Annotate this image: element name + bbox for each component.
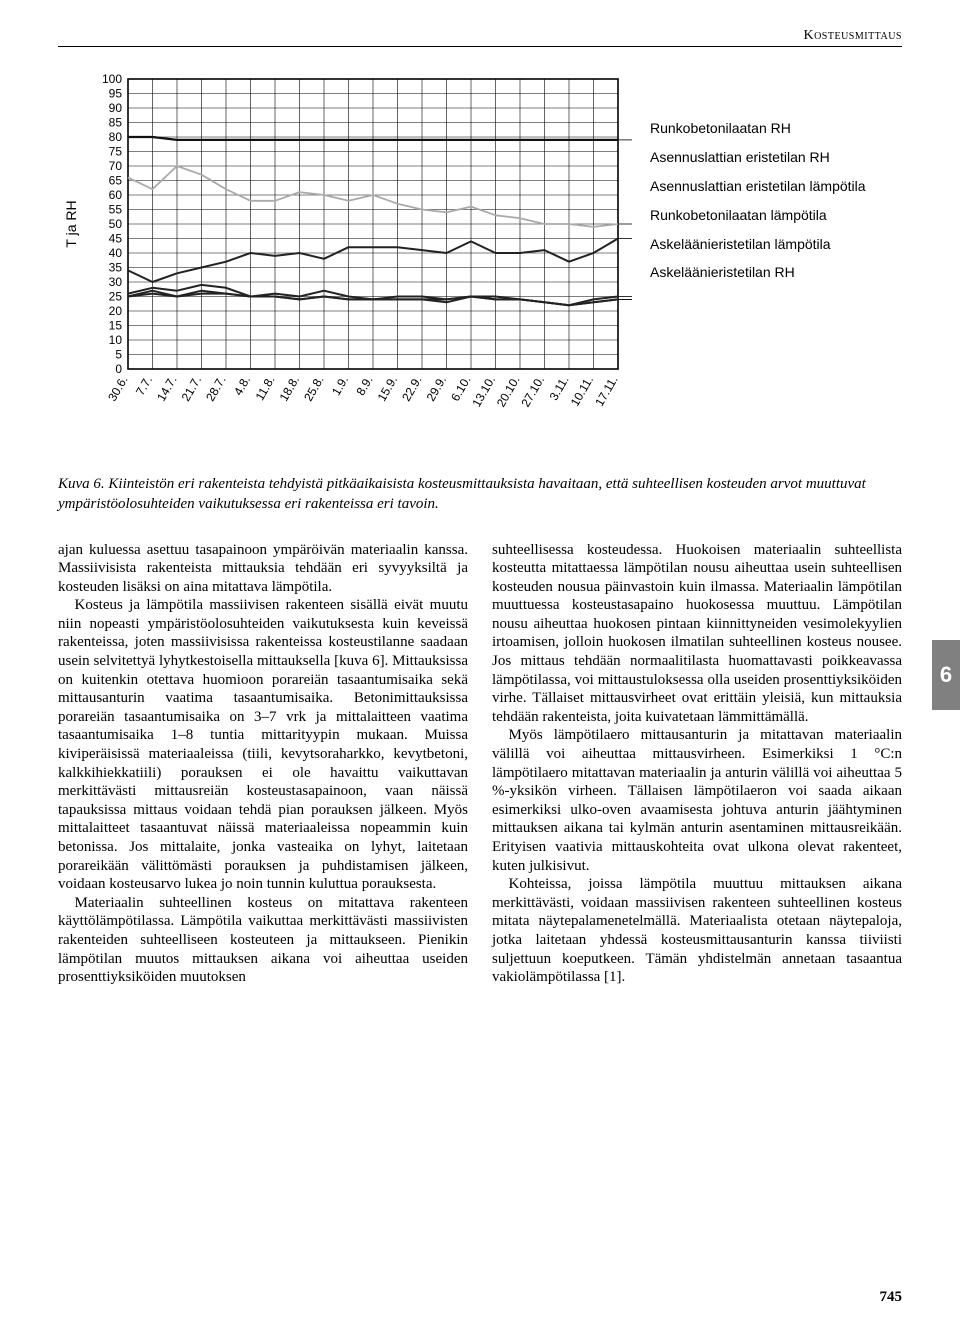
svg-text:55: 55 (109, 203, 123, 217)
p-c1-2: Kosteus ja lämpötila massiivisen rakente… (58, 596, 468, 894)
svg-text:65: 65 (109, 174, 123, 188)
svg-text:14.7.: 14.7. (154, 374, 179, 404)
svg-text:5: 5 (115, 348, 122, 362)
svg-text:25: 25 (109, 290, 123, 304)
svg-text:10: 10 (109, 333, 123, 347)
section-tab: 6 (932, 640, 960, 710)
svg-text:100: 100 (102, 72, 122, 86)
svg-text:85: 85 (109, 116, 123, 130)
svg-text:60: 60 (109, 188, 123, 202)
legend-item-2: Asennuslattian eristetilan RH (650, 148, 866, 167)
svg-text:7.7.: 7.7. (133, 374, 155, 398)
svg-text:10.11.: 10.11. (568, 374, 596, 409)
svg-text:15: 15 (109, 319, 123, 333)
column-right: suhteellisessa kosteudessa. Huokoisen ma… (492, 541, 902, 987)
svg-text:4.8.: 4.8. (231, 374, 253, 398)
svg-text:28.7.: 28.7. (203, 374, 228, 404)
svg-text:25.8.: 25.8. (301, 374, 326, 404)
svg-text:30: 30 (109, 275, 123, 289)
column-left: ajan kuluessa asettuu tasapainoon ympärö… (58, 541, 468, 987)
svg-text:75: 75 (109, 145, 123, 159)
chart-legend: Runkobetonilaatan RH Asennuslattian eris… (650, 69, 866, 454)
svg-text:70: 70 (109, 159, 123, 173)
line-chart: 0510152025303540455055606570758085909510… (58, 69, 638, 449)
page-number: 745 (880, 1289, 903, 1306)
legend-item-3: Asennuslattian eristetilan lämpötila (650, 177, 866, 196)
svg-text:90: 90 (109, 101, 123, 115)
svg-text:22.9.: 22.9. (399, 374, 424, 404)
svg-text:35: 35 (109, 261, 123, 275)
legend-item-5: Askeläänieristetilan lämpötila (650, 235, 866, 254)
legend-item-1: Runkobetonilaatan RH (650, 119, 866, 138)
svg-text:18.8.: 18.8. (277, 374, 302, 404)
p-c2-1: suhteellisessa kosteudessa. Huokoisen ma… (492, 541, 902, 727)
svg-text:6.10.: 6.10. (448, 374, 473, 404)
svg-text:45: 45 (109, 232, 123, 246)
p-c2-2: Myös lämpötilaero mittausanturin ja mita… (492, 726, 902, 875)
p-c2-3: Kohteissa, joissa lämpötila muuttuu mitt… (492, 875, 902, 987)
svg-text:T ja RH: T ja RH (63, 200, 79, 247)
svg-text:20: 20 (109, 304, 123, 318)
body-columns: ajan kuluessa asettuu tasapainoon ympärö… (58, 541, 902, 987)
svg-text:3.11.: 3.11. (547, 374, 572, 403)
page-header: Kosteusmittaus (58, 28, 902, 47)
svg-text:30.6.: 30.6. (105, 374, 130, 404)
p-c1-3: Materiaalin suhteellinen kosteus on mita… (58, 894, 468, 987)
legend-item-6: Askeläänieristetilan RH (650, 263, 866, 282)
svg-text:40: 40 (109, 246, 123, 260)
figure-caption: Kuva 6. Kiinteistön eri rakenteista tehd… (58, 474, 902, 515)
svg-text:95: 95 (109, 87, 123, 101)
p-c1-1: ajan kuluessa asettuu tasapainoon ympärö… (58, 541, 468, 597)
chart-region: 0510152025303540455055606570758085909510… (58, 69, 902, 454)
svg-text:13.10.: 13.10. (469, 374, 498, 410)
svg-text:1.9.: 1.9. (329, 374, 351, 398)
svg-text:27.10.: 27.10. (518, 374, 547, 410)
svg-text:15.9.: 15.9. (375, 374, 400, 404)
svg-text:11.8.: 11.8. (253, 374, 278, 403)
svg-text:29.9.: 29.9. (424, 374, 449, 404)
svg-text:80: 80 (109, 130, 123, 144)
svg-text:20.10.: 20.10. (494, 374, 523, 410)
svg-text:21.7.: 21.7. (179, 374, 204, 404)
svg-text:50: 50 (109, 217, 123, 231)
chart-svg-container: 0510152025303540455055606570758085909510… (58, 69, 638, 454)
legend-item-4: Runkobetonilaatan lämpötila (650, 206, 866, 225)
svg-text:8.9.: 8.9. (353, 374, 375, 398)
svg-text:17.11.: 17.11. (592, 374, 620, 409)
